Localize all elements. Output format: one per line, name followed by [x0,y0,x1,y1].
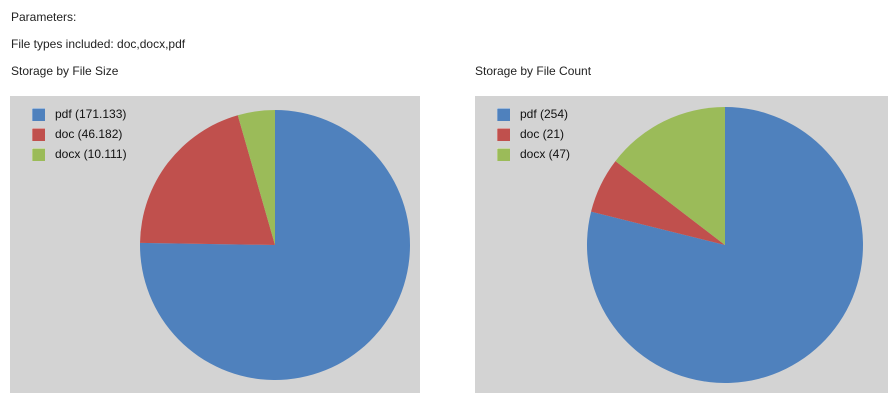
chart-title-storage-by-file-count: Storage by File Count [475,64,592,78]
legend-item-pdf: pdf (254) [497,108,570,121]
pie-slice-pdf [140,110,411,380]
legend-file-size: pdf (171.133) doc (46.182) docx (10.111) [32,108,127,168]
pie-slice-doc [140,115,275,245]
pie-chart-file-size [140,110,411,380]
pie-chart-panel-file-count: pdf (254) doc (21) docx (47) [475,96,888,393]
pie-chart-file-count [586,107,863,383]
chart-title-storage-by-file-size: Storage by File Size [11,64,119,78]
legend-label-docx: docx (10.111) [55,147,127,161]
pie-chart-panel-file-size: pdf (171.133) doc (46.182) docx (10.111) [10,96,420,393]
file-types-included-line: File types included: doc,docx,pdf [11,37,186,51]
pie-slice-docx [237,110,275,245]
pie-slice-pdf [586,107,863,383]
legend-item-docx: docx (47) [497,148,570,161]
legend-label-pdf: pdf (254) [520,107,569,121]
legend-swatch-doc [32,128,45,141]
legend-swatch-doc [497,128,510,141]
legend-item-docx: docx (10.111) [32,148,127,161]
legend-swatch-pdf [497,108,510,121]
legend-label-doc: doc (46.182) [55,127,123,141]
legend-label-docx: docx (47) [520,147,571,161]
legend-file-count: pdf (254) doc (21) docx (47) [497,108,570,168]
legend-item-pdf: pdf (171.133) [32,108,127,121]
parameters-label: Parameters: [11,10,77,24]
legend-swatch-docx [497,148,510,161]
legend-label-doc: doc (21) [520,127,565,141]
pie-slice-doc [591,161,725,245]
legend-swatch-docx [32,148,45,161]
legend-swatch-pdf [32,108,45,121]
legend-item-doc: doc (21) [497,128,570,141]
pie-slice-docx [615,107,725,245]
legend-item-doc: doc (46.182) [32,128,127,141]
legend-label-pdf: pdf (171.133) [55,107,127,121]
